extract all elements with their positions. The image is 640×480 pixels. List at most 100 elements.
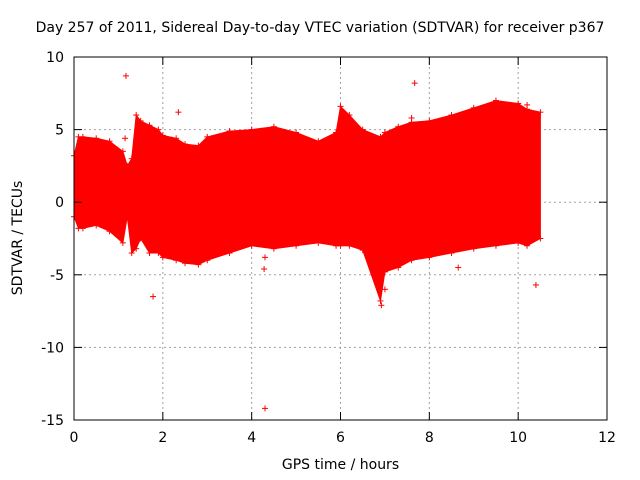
data-point — [270, 245, 277, 252]
x-axis-label: GPS time / hours — [281, 457, 400, 473]
x-tick-label: 6 — [336, 430, 345, 446]
data-point — [93, 222, 100, 229]
data-point — [173, 135, 180, 142]
data-point — [315, 239, 322, 246]
data-point — [195, 261, 202, 268]
data-point — [448, 112, 455, 119]
data-point — [137, 117, 144, 124]
data-point — [377, 133, 384, 140]
y-tick-label: -15 — [41, 413, 64, 429]
data-point — [515, 239, 522, 246]
x-tick-label: 2 — [158, 430, 167, 446]
y-tick-label: -5 — [50, 268, 64, 284]
data-point — [204, 133, 211, 140]
data-point — [395, 123, 402, 130]
outlier-point — [524, 101, 531, 108]
data-point — [119, 239, 126, 246]
data-point — [226, 128, 233, 135]
data-point — [226, 250, 233, 257]
outlier-point — [261, 405, 268, 412]
data-point — [173, 257, 180, 264]
y-tick-label: 5 — [55, 123, 64, 139]
data-point — [128, 250, 135, 257]
axis-ticks: -15 -10 -5 0 5 10 0 2 4 6 8 10 12 — [41, 50, 616, 446]
data-point — [124, 213, 131, 220]
data-point — [537, 235, 544, 242]
data-point — [426, 254, 433, 261]
outlier-point — [378, 302, 385, 309]
outlier-point — [122, 72, 129, 79]
data-point — [106, 228, 113, 235]
outlier-point — [175, 109, 182, 116]
data-point — [182, 141, 189, 148]
x-tick-label: 0 — [70, 430, 79, 446]
data-point — [128, 155, 135, 162]
data-point — [426, 117, 433, 124]
data-point — [124, 162, 131, 169]
data-point — [195, 142, 202, 149]
data-point — [119, 148, 126, 155]
data-point — [337, 103, 344, 110]
data-point — [293, 129, 300, 136]
outlier-point — [122, 135, 129, 142]
data-point — [346, 112, 353, 119]
data-point — [408, 257, 415, 264]
data-point — [448, 250, 455, 257]
data-point — [155, 250, 162, 257]
data-point — [248, 126, 255, 133]
data-point — [79, 225, 86, 232]
outlier-point — [150, 293, 157, 300]
data-point — [79, 133, 86, 140]
y-tick-label: 10 — [46, 50, 64, 66]
outlier-point — [408, 114, 415, 121]
data-point — [159, 254, 166, 261]
data-point — [337, 242, 344, 249]
data-point — [133, 245, 140, 252]
data-point — [248, 242, 255, 249]
data-band — [73, 100, 541, 302]
data-point — [524, 242, 531, 249]
data-point — [470, 245, 477, 252]
data-point — [381, 129, 388, 136]
data-point — [93, 135, 100, 142]
data-point — [381, 268, 388, 275]
outlier-point — [261, 254, 268, 261]
data-point — [359, 126, 366, 133]
data-point — [315, 138, 322, 145]
outlier-point — [261, 265, 268, 272]
y-tick-label: 0 — [55, 195, 64, 211]
outlier-point — [168, 136, 175, 143]
x-tick-label: 4 — [247, 430, 256, 446]
data-point — [137, 235, 144, 242]
outlier-point — [411, 80, 418, 87]
data-point — [155, 126, 162, 133]
outlier-point — [381, 286, 388, 293]
plot-data — [71, 72, 544, 412]
chart-title: Day 257 of 2011, Sidereal Day-to-day VTE… — [35, 20, 605, 36]
data-point — [515, 100, 522, 107]
x-tick-label: 8 — [425, 430, 434, 446]
data-point — [492, 97, 499, 104]
data-point — [395, 264, 402, 271]
data-point — [182, 260, 189, 267]
data-point — [159, 132, 166, 139]
data-point — [146, 122, 153, 129]
outlier-point — [532, 281, 539, 288]
data-point — [377, 297, 384, 304]
x-tick-label: 10 — [509, 430, 527, 446]
data-point — [106, 138, 113, 145]
data-point — [333, 129, 340, 136]
outlier-point — [455, 264, 462, 271]
data-point — [537, 109, 544, 116]
data-point — [470, 104, 477, 111]
data-point — [293, 242, 300, 249]
y-tick-label: -10 — [41, 340, 64, 356]
data-point — [346, 242, 353, 249]
data-point — [146, 250, 153, 257]
data-point — [204, 257, 211, 264]
data-point — [133, 112, 140, 119]
data-point — [492, 242, 499, 249]
x-tick-label: 12 — [598, 430, 616, 446]
data-point — [359, 247, 366, 254]
